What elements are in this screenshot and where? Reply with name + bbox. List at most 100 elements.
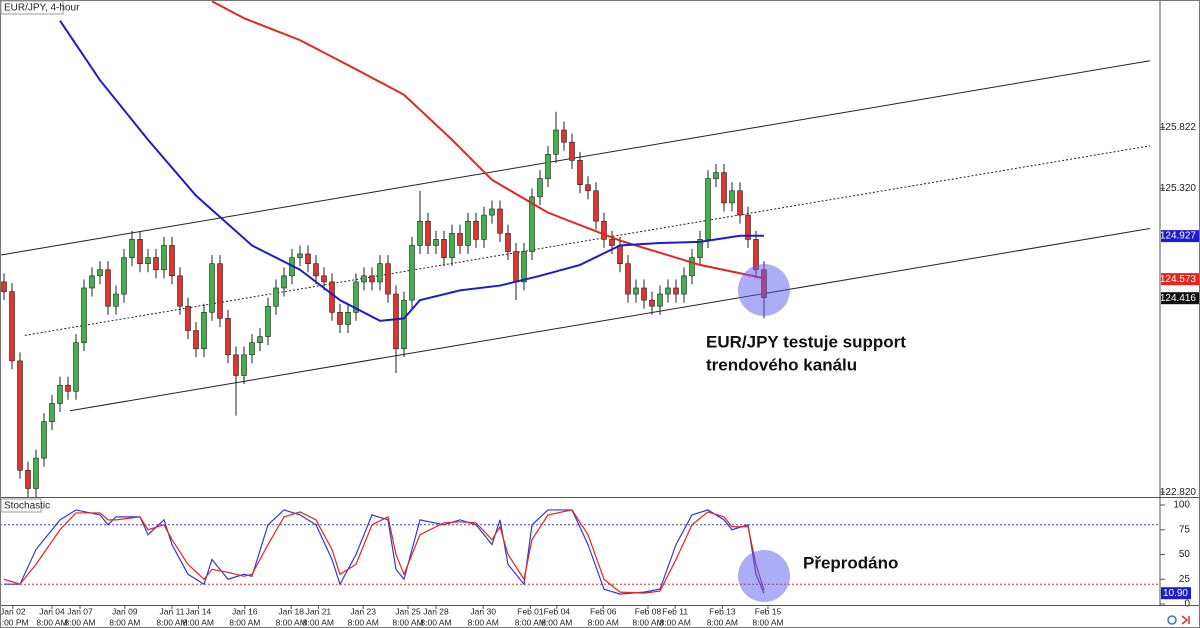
candle-body — [537, 178, 543, 198]
y-tick-label: 75 — [1179, 524, 1191, 535]
candle-body — [625, 263, 631, 295]
candle-body — [161, 245, 167, 271]
candle-body — [473, 220, 479, 240]
price-tag — [1161, 292, 1199, 305]
candle-body — [329, 281, 335, 313]
axes: 125.822 125.320 122.820 Jan 024:00 PM Jan 04… — [0, 122, 1199, 627]
candle-body — [337, 311, 343, 325]
candle-body — [497, 208, 503, 234]
x-tick-label: Feb 08 — [635, 606, 662, 616]
price-tag — [1161, 230, 1199, 243]
candle-body — [361, 275, 367, 283]
candle-body — [665, 287, 671, 295]
candle-body — [97, 269, 103, 277]
y-tick-label: 25 — [1179, 574, 1191, 585]
candle-body — [745, 214, 751, 240]
candle-body — [633, 287, 639, 295]
x-tick-label: Jan 21 — [306, 606, 332, 616]
value-tag — [1161, 587, 1191, 600]
y-tick-label: 125.822 — [1160, 122, 1197, 133]
candle-body — [585, 184, 591, 192]
title-box — [0, 0, 64, 15]
x-tick-label: Feb 15 — [755, 606, 782, 616]
x-tick-time: 8:00 AM — [707, 617, 738, 627]
candle-body — [9, 291, 15, 362]
candle-body — [41, 421, 47, 459]
x-tick-time: 8:00 AM — [303, 617, 334, 627]
candle-body — [377, 263, 383, 283]
x-tick-label: Feb 06 — [590, 606, 617, 616]
icon[interactable] — [1167, 615, 1177, 625]
candle-body — [321, 275, 327, 283]
candle-body — [649, 299, 655, 307]
x-tick-label: Jan 16 — [232, 606, 258, 616]
candle-body — [209, 263, 215, 313]
candle-body — [433, 239, 439, 246]
candle-body — [457, 233, 463, 246]
candle-body — [185, 305, 191, 331]
candle-body — [265, 305, 271, 337]
highlight-circle — [738, 264, 790, 316]
candle-body — [249, 342, 255, 356]
moving-average — [211, 0, 765, 280]
candle-body — [401, 299, 407, 350]
toolbar-icons[interactable] — [1167, 615, 1190, 625]
x-tick-time: 8:00 AM — [420, 617, 451, 627]
candle-body — [305, 253, 311, 264]
x-tick-label: Jan 18 — [278, 606, 304, 616]
candle-body — [657, 293, 663, 307]
x-tick-label: Jan 11 — [160, 606, 185, 616]
candle-body — [577, 160, 583, 186]
candle-body — [281, 275, 287, 289]
x-tick-time: 8:00 AM — [36, 617, 67, 627]
candle-body — [729, 190, 735, 204]
y-tick-label: 0 — [1184, 599, 1190, 610]
x-tick-label: Jan 14 — [186, 606, 212, 616]
x-tick-label: Jan 02 — [0, 606, 26, 616]
candle-body — [233, 354, 239, 376]
highlight-circle — [738, 550, 790, 602]
candle-body — [137, 239, 143, 264]
icon[interactable] — [1181, 615, 1190, 625]
candle-body — [681, 275, 687, 295]
candle-body — [313, 263, 319, 277]
y-tick-label: 125.320 — [1160, 183, 1197, 194]
x-tick-label: Jan 30 — [470, 606, 496, 616]
candle-body — [369, 275, 375, 283]
x-tick-label: Jan 25 — [395, 606, 421, 616]
candle-body — [641, 287, 647, 301]
candle-body — [505, 233, 511, 252]
x-tick-label: Feb 11 — [662, 606, 688, 616]
candle-body — [25, 469, 31, 489]
y-tick-label: 122.820 — [1160, 487, 1197, 498]
x-tick-time: 8:00 AM — [109, 617, 140, 627]
candle-body — [521, 251, 527, 283]
price-tag — [1161, 273, 1199, 286]
candle-body — [345, 311, 351, 325]
y-tick-label: 50 — [1179, 549, 1191, 560]
candle-body — [113, 293, 119, 307]
candle-body — [193, 330, 199, 350]
x-tick-time: 8:00 AM — [468, 617, 499, 627]
stochastic-title: Stochastic — [4, 501, 50, 512]
candle-body — [105, 269, 111, 307]
x-tick-time: 8:00 AM — [515, 617, 546, 627]
title-box — [0, 498, 42, 513]
candle-body — [385, 263, 391, 295]
candle-body — [465, 220, 471, 246]
candle-body — [225, 318, 231, 356]
candle-body — [489, 208, 495, 216]
x-tick-label: Jan 23 — [350, 606, 376, 616]
y-tick-label: 100 — [1173, 500, 1190, 511]
chart-title: EUR/JPY, 4-hour — [4, 3, 80, 14]
x-tick-time: 8:00 AM — [541, 617, 572, 627]
candle-body — [1, 281, 7, 292]
x-tick-time: 8:00 AM — [229, 617, 260, 627]
candle-body — [121, 257, 127, 295]
candle-body — [217, 263, 223, 319]
candle-body — [449, 233, 455, 258]
x-tick-label: Feb 01 — [517, 606, 544, 616]
candle-body — [697, 239, 703, 258]
